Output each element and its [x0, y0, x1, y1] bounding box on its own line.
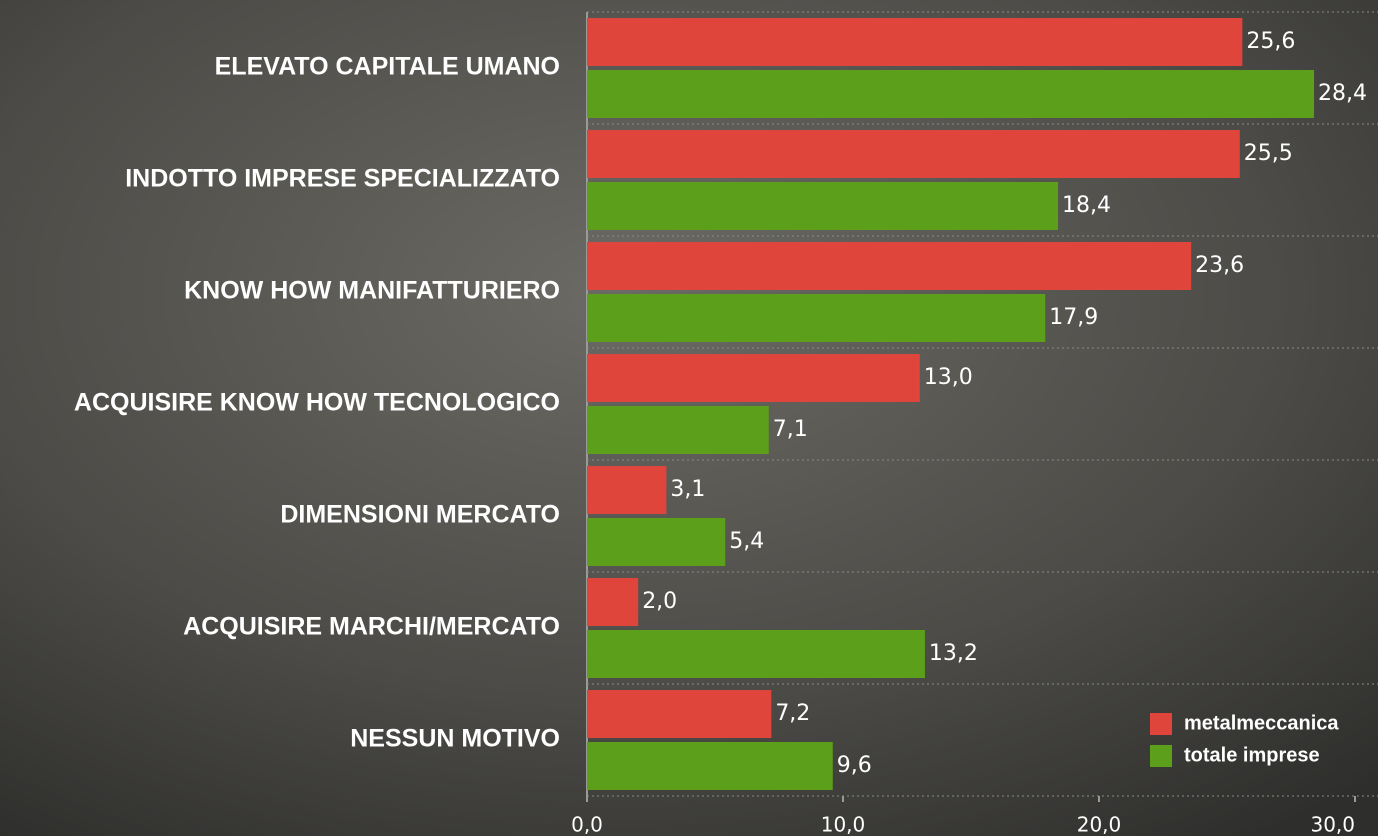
value-label: 25,6 — [1246, 29, 1295, 54]
value-label: 7,2 — [775, 701, 810, 726]
legend-label: metalmeccanica — [1184, 712, 1339, 734]
bar — [587, 578, 639, 626]
category-label: ELEVATO CAPITALE UMANO — [215, 53, 560, 81]
value-label: 2,0 — [642, 589, 677, 614]
legend-swatch — [1150, 745, 1172, 767]
legend-label: totale imprese — [1184, 744, 1320, 766]
bar — [587, 742, 833, 790]
category-label: NESSUN MOTIVO — [350, 725, 560, 753]
bar — [587, 182, 1059, 230]
bar — [587, 518, 726, 566]
bar — [587, 466, 667, 514]
value-label: 13,2 — [929, 641, 978, 666]
category-label: ACQUISIRE MARCHI/MERCATO — [183, 613, 560, 641]
value-label: 7,1 — [773, 417, 808, 442]
bar — [587, 294, 1046, 342]
value-label: 17,9 — [1049, 305, 1098, 330]
category-label: KNOW HOW MANIFATTURIERO — [184, 277, 560, 305]
value-label: 13,0 — [924, 365, 973, 390]
x-tick-label: 20,0 — [1077, 813, 1122, 836]
x-tick-label: 30,0 — [1310, 813, 1355, 836]
value-label: 28,4 — [1318, 81, 1367, 106]
value-label: 18,4 — [1062, 193, 1111, 218]
bar — [587, 70, 1315, 118]
category-label: INDOTTO IMPRESE SPECIALIZZATO — [125, 165, 560, 193]
bar — [587, 18, 1243, 66]
bar — [587, 242, 1192, 290]
bar — [587, 630, 925, 678]
category-label: DIMENSIONI MERCATO — [280, 501, 560, 529]
category-label: ACQUISIRE KNOW HOW TECNOLOGICO — [74, 389, 560, 417]
value-label: 5,4 — [729, 529, 764, 554]
x-tick-label: 0,0 — [571, 813, 603, 836]
value-label: 25,5 — [1244, 141, 1293, 166]
bar — [587, 130, 1240, 178]
value-label: 23,6 — [1195, 253, 1244, 278]
bar — [587, 406, 769, 454]
bar — [587, 354, 920, 402]
value-label: 9,6 — [837, 753, 872, 778]
legend-swatch — [1150, 713, 1172, 735]
value-label: 3,1 — [670, 477, 705, 502]
bar — [587, 690, 772, 738]
x-tick-label: 10,0 — [821, 813, 866, 836]
